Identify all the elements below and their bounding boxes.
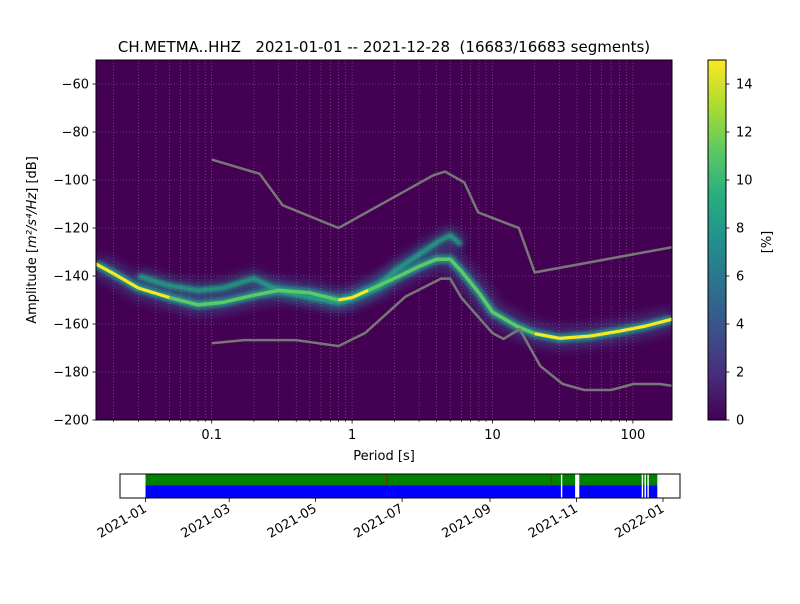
x-axis: 0.1 1 10 100 — [113, 420, 645, 443]
chart-title: CH.METMA..HHZ 2021-01-01 -- 2021-12-28 (… — [118, 38, 650, 56]
timeline-segment-green — [643, 474, 645, 486]
x-tick-label: 100 — [620, 428, 645, 443]
y-tick-label: −80 — [62, 126, 89, 141]
noise-model-low-line — [211, 277, 672, 392]
plot-frame — [95, 59, 673, 421]
x-tick-label: 10 — [484, 428, 501, 443]
x-tick-label: 0.1 — [201, 428, 222, 443]
colorbar: 0 2 4 6 8 10 12 14 [%] — [707, 59, 775, 429]
colorbar-tick-label: 14 — [736, 78, 753, 93]
y-tick-label: −180 — [53, 366, 89, 381]
y-tick-label: −140 — [53, 270, 89, 285]
timeline-marker — [386, 474, 388, 486]
colorbar-label: [%] — [760, 231, 775, 254]
timeline-tick-label: 2021-11 — [526, 501, 581, 541]
timeline-tick-label: 2021-03 — [179, 501, 234, 541]
timeline-segment-green — [646, 474, 648, 486]
y-tick-label: −60 — [62, 78, 89, 93]
colorbar-tick-label: 4 — [736, 318, 744, 333]
timeline-segment-blue — [648, 485, 658, 498]
y-axis-label: Amplitude [m²/s⁴/Hz] [dB] — [25, 156, 40, 324]
density-peak-segment — [96, 262, 170, 300]
timeline-segment-blue — [145, 485, 561, 498]
density-secondary-band — [137, 232, 463, 305]
colorbar-tick-label: 6 — [736, 270, 744, 285]
colorbar-gradient — [707, 59, 727, 421]
timeline-bars — [145, 474, 658, 498]
y-tick-label: −120 — [53, 222, 89, 237]
timeline-segment-green — [145, 474, 561, 486]
noise-model-high-line — [211, 158, 672, 274]
colorbar-ticks: 0 2 4 6 8 10 12 14 — [726, 78, 753, 429]
y-axis-label-prefix: Amplitude [ — [25, 248, 40, 324]
timeline-tick-label: 2021-09 — [439, 501, 494, 541]
colorbar-tick-label: 8 — [736, 222, 744, 237]
y-axis-label-math: m²/s⁴/Hz — [25, 192, 40, 248]
timeline-segment-blue — [562, 485, 576, 498]
timeline-frame — [119, 473, 681, 499]
plot-background — [96, 60, 672, 420]
timeline-segment-green — [562, 474, 576, 486]
density-layer — [96, 226, 672, 350]
noise-model-layer — [211, 158, 672, 392]
timeline-segment-green — [579, 474, 642, 486]
colorbar-tick-label: 2 — [736, 366, 744, 381]
timeline-tick-label: 2021-05 — [265, 501, 320, 541]
timeline-marker — [551, 474, 553, 486]
density-peak-segment — [534, 317, 672, 340]
availability-timeline: 2021-01 2021-03 2021-05 2021-07 2021-09 2021-… — [95, 473, 681, 542]
timeline-tick-label: 2022-01 — [612, 501, 667, 541]
timeline-tick-label: 2021-07 — [352, 501, 407, 541]
timeline-segment-blue — [579, 485, 642, 498]
colorbar-tick-label: 0 — [736, 414, 744, 429]
colorbar-tick-label: 10 — [736, 174, 753, 189]
plot-area — [95, 59, 673, 421]
timeline-tick-label: 2021-01 — [95, 501, 150, 541]
x-axis-label: Period [s] — [353, 449, 415, 464]
y-tick-label: −100 — [53, 174, 89, 189]
colorbar-tick-label: 12 — [736, 126, 753, 141]
timeline-segment-green — [648, 474, 658, 486]
timeline-segment-blue — [643, 485, 645, 498]
grid-layer — [96, 60, 672, 420]
y-tick-label: −160 — [53, 318, 89, 333]
timeline-axis: 2021-01 2021-03 2021-05 2021-07 2021-09 2021-… — [95, 498, 667, 542]
y-axis: −60 −80 −100 −120 −140 −160 −180 −200 — [53, 78, 96, 429]
y-axis-label-suffix: ] [dB] — [25, 156, 40, 193]
y-tick-label: −200 — [53, 414, 89, 429]
x-tick-label: 1 — [348, 428, 356, 443]
timeline-segment-blue — [646, 485, 648, 498]
